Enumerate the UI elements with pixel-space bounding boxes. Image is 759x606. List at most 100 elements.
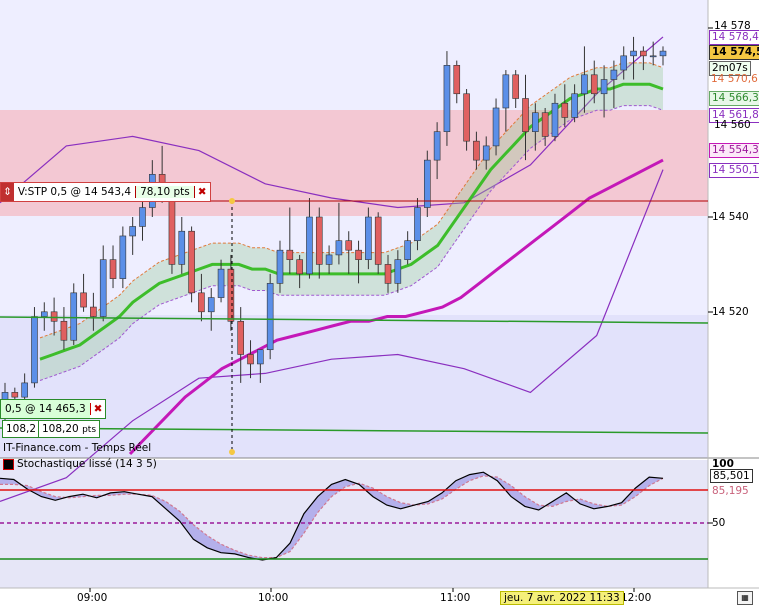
candle-body: [50, 311, 58, 322]
candle-body: [315, 216, 323, 265]
close-icon[interactable]: ✖: [197, 186, 207, 198]
support-line-lower[interactable]: [0, 427, 709, 434]
candle-body: [414, 207, 421, 242]
indicator-panel-bg: [0, 460, 708, 588]
candle-body: [345, 240, 353, 251]
candle-body: [659, 50, 667, 57]
candle-body: [492, 107, 500, 147]
cursor-time-label: jeu. 7 avr. 2022 11:33: [500, 591, 624, 605]
price-label-ma-slow: 14 554,3: [709, 143, 759, 158]
stoch-d-line: [0, 475, 664, 559]
candle-body: [109, 259, 117, 279]
xtick-label-0900: 09:00: [77, 592, 108, 604]
candle-body: [649, 55, 657, 58]
price-label-ma-fast: 14 566,3: [709, 91, 759, 106]
ytick-label-14520: 14 520: [712, 306, 749, 318]
candle-body: [227, 268, 235, 322]
candle-body: [374, 216, 382, 265]
indicator-title: Stochastique lissé (14 3 5): [3, 458, 157, 470]
candle-body: [463, 93, 470, 142]
candle-body: [266, 283, 274, 351]
price-label-lower-band: 14 550,1: [709, 163, 759, 178]
stop-order-points: 78,10 pts: [135, 186, 195, 198]
stoch-label-d: 85,195: [712, 485, 749, 497]
lower-zone: [0, 315, 708, 458]
calendar-icon[interactable]: ▦: [737, 591, 753, 605]
stop-order-box[interactable]: ⇕ V:STP 0,5 @ 14 543,4 78,10 pts ✖: [0, 182, 211, 202]
candle-body: [561, 102, 569, 118]
entry-points-unit: pts: [82, 425, 97, 435]
candle-body: [306, 216, 313, 275]
candle-body: [600, 79, 608, 95]
crosshair-handle-bottom[interactable]: [229, 449, 235, 455]
candle-body: [630, 50, 637, 57]
envelope-lower: [39, 105, 664, 381]
candle-body: [286, 249, 294, 260]
candle-body: [404, 240, 411, 260]
xtick-label-1200: 12:00: [621, 592, 652, 604]
candle-body: [178, 230, 186, 265]
candle-body: [207, 297, 215, 313]
ma-fast-line: [39, 82, 664, 361]
stoch-label-100: 100: [712, 458, 734, 470]
entry-points-number: 108,20: [42, 423, 79, 435]
candle-body: [384, 264, 392, 284]
envelope-band: [40, 62, 663, 381]
entry-order-label: 0,5 @ 14 465,3: [1, 400, 90, 418]
candle-body: [532, 112, 539, 132]
ytick-label-14540: 14 540: [712, 211, 749, 223]
price-label-envelope-upper: 14 570,6: [711, 73, 758, 85]
crosshair-handle-top[interactable]: [229, 198, 235, 204]
candle-body: [129, 226, 136, 237]
stoch-k-line: [0, 471, 664, 561]
indicator-title-text: Stochastique lissé (14 3 5): [17, 458, 157, 470]
xtick-label-1100: 11:00: [440, 592, 471, 604]
candle-body: [541, 112, 549, 137]
support-line-upper[interactable]: [0, 316, 709, 324]
candle-body: [365, 216, 372, 260]
candle-body: [482, 145, 490, 161]
stop-order-label: V:STP 0,5 @ 14 543,4: [17, 186, 132, 198]
bollinger-lower: [0, 169, 664, 502]
candle-body: [90, 306, 97, 317]
candle-body: [581, 74, 588, 95]
candle-body: [40, 311, 48, 317]
candle-body: [198, 292, 205, 313]
candle-body: [188, 230, 195, 294]
indicator-color-swatch: [3, 458, 14, 470]
candle-body: [433, 131, 441, 161]
candle-body: [473, 140, 480, 161]
up-down-arrow-icon[interactable]: ⇕: [1, 183, 14, 201]
candle-body: [453, 65, 461, 95]
candle-body: [276, 249, 284, 284]
candle-body: [168, 193, 176, 265]
close-icon[interactable]: ✖: [89, 403, 106, 415]
candle-body: [237, 320, 245, 355]
candle-body: [355, 249, 362, 260]
candle-body: [512, 74, 519, 99]
candle-body: [571, 93, 578, 118]
candle-body: [119, 235, 127, 279]
candle-body: [443, 65, 451, 132]
price-label-upper-band: 14 578,4: [709, 30, 759, 45]
candle-body: [394, 259, 402, 284]
candle-body: [423, 159, 431, 208]
candle-body: [257, 349, 264, 365]
ma-slow-line: [128, 158, 664, 456]
entry-order-box[interactable]: 0,5 @ 14 465,3 ✖: [0, 399, 107, 419]
candle-body: [217, 268, 225, 298]
entry-points-detail: 108,20 pts: [38, 420, 101, 438]
candle-body: [99, 259, 107, 317]
candle-body: [620, 55, 628, 71]
candle-body: [502, 74, 510, 109]
bollinger-upper: [0, 36, 664, 209]
candle-body: [60, 320, 68, 341]
data-source-label: IT-Finance.com - Temps Réel: [3, 442, 152, 454]
candle-body: [139, 207, 146, 227]
envelope-upper: [39, 62, 664, 339]
candle-body: [551, 102, 559, 137]
candle-body: [325, 254, 333, 265]
candle-body: [296, 259, 303, 275]
